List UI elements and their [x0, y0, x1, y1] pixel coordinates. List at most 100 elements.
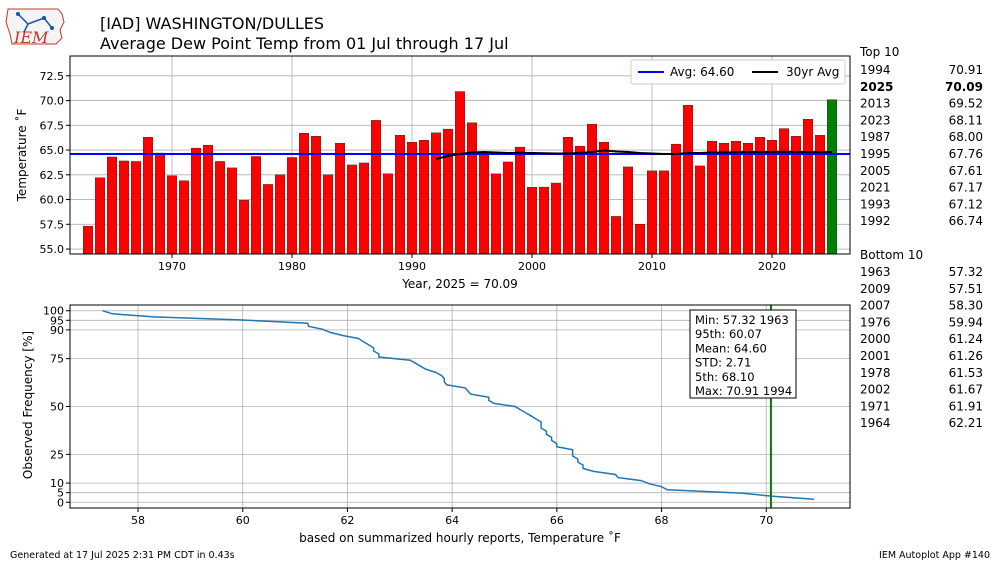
bar-1979	[275, 174, 285, 255]
legend-box	[630, 59, 846, 85]
bar-2005	[587, 124, 597, 255]
bar-2025	[827, 99, 837, 255]
top-rank-value: 67.12	[949, 197, 983, 211]
top-rank-year: 1995	[860, 147, 891, 161]
y-tick-label: 100	[43, 305, 64, 318]
frequency-line	[102, 309, 814, 500]
bar-2015	[707, 140, 717, 255]
stats-line: 95th: 60.07	[695, 327, 762, 341]
generated-footer: Generated at 17 Jul 2025 2:31 PM CDT in …	[10, 550, 235, 561]
top-rank-value: 66.74	[949, 214, 983, 228]
y-tick-label: 57.5	[40, 218, 65, 231]
bar-1966	[119, 160, 129, 255]
x-tick-label: 2020	[758, 260, 786, 273]
bar-1965	[107, 156, 117, 255]
top-rank-value: 67.61	[949, 164, 983, 178]
bar-1970	[167, 175, 177, 255]
y-tick-label: 10	[50, 477, 64, 490]
bar-2007	[611, 216, 621, 255]
bottom-rank-value: 57.32	[949, 265, 983, 279]
bar-1980	[287, 157, 297, 255]
x-tick-label: 1990	[398, 260, 426, 273]
top-rank-year: 1993	[860, 197, 891, 211]
bottom-rank-value: 61.91	[949, 399, 983, 413]
bottom-10-title: Bottom 10	[860, 248, 923, 262]
bar-1974	[215, 161, 225, 255]
bar-2012	[671, 143, 681, 255]
bar-1983	[323, 174, 333, 255]
bar-2001	[539, 186, 549, 255]
rankings-panel: Top 10 Bottom 10 1994 70.91 2025 70.09 2013 6…	[859, 45, 983, 430]
bar-chart-x-ticks: 1970 1980 1990 2000 2010 2020	[158, 254, 786, 273]
y-tick-label: 90	[50, 324, 64, 337]
network-icon	[17, 13, 53, 33]
bottom-rank-year: 1964	[860, 416, 891, 430]
x-tick-label: 62	[340, 514, 354, 527]
bar-2018	[743, 142, 753, 255]
stats-box-frame	[689, 309, 797, 399]
bar-1973	[203, 144, 213, 255]
top-rank-value: 67.76	[949, 147, 983, 161]
stats-line: STD: 2.71	[695, 356, 751, 370]
x-tick-label: 1980	[278, 260, 306, 273]
x-tick-label: 60	[236, 514, 250, 527]
bar-chart-legend: Avg: 64.60 30yr Avg	[630, 59, 846, 85]
bar-1991	[419, 139, 429, 255]
network-node-icon	[42, 16, 46, 20]
y-tick-label: 62.5	[40, 169, 65, 182]
bar-1988	[383, 173, 393, 255]
top-10-title: Top 10	[859, 45, 899, 59]
bottom-rank-year: 2001	[860, 349, 891, 363]
top-rank-year: 2023	[860, 113, 891, 127]
bar-2017	[731, 140, 741, 255]
bar-chart-frame	[69, 55, 851, 255]
bar-1978	[263, 184, 273, 255]
x-tick-label: 66	[550, 514, 564, 527]
bottom-rank-year: 2007	[860, 299, 891, 313]
bar-1977	[251, 156, 261, 255]
top-rank-value: 68.00	[949, 130, 983, 144]
bar-1967	[131, 161, 141, 255]
top-rank-year: 1992	[860, 214, 891, 228]
bar-2002	[551, 182, 561, 255]
top-rank-year: 1994	[860, 63, 891, 77]
stats-line: Min: 57.32 1963	[695, 313, 789, 327]
bar-2006	[599, 141, 609, 255]
bar-2020	[767, 139, 777, 255]
top-rank-value: 67.17	[949, 181, 983, 195]
bar-chart-bars	[83, 91, 837, 255]
stats-line: Mean: 64.60	[695, 341, 767, 355]
y-tick-label: 75	[50, 353, 64, 366]
top-rank-year: 2013	[860, 97, 891, 111]
x-tick-label: 1970	[158, 260, 186, 273]
stats-line: Max: 70.91 1994	[695, 384, 792, 398]
bar-1975	[227, 167, 237, 255]
x-tick-label: 2000	[518, 260, 546, 273]
bottom-rank-year: 2000	[860, 332, 891, 346]
top-rank-value: 69.52	[949, 97, 983, 111]
legend-30yr-label: 30yr Avg	[786, 65, 839, 79]
bar-2014	[695, 165, 705, 255]
bar-2023	[803, 119, 813, 255]
top-rank-year: 1987	[860, 130, 891, 144]
top-rank-value: 68.11	[949, 113, 983, 127]
bar-1976	[239, 199, 249, 255]
station-title: [IAD] WASHINGTON/DULLES	[100, 14, 324, 33]
y-tick-label: 5	[57, 487, 64, 500]
bar-2013	[683, 105, 693, 255]
bar-1990	[407, 141, 417, 255]
bar-1997	[491, 173, 501, 255]
bar-1969	[155, 152, 165, 255]
y-tick-label: 95	[50, 314, 64, 327]
bar-chart-y-ticks: 55.0 57.5 60.0 62.5 65.0 67.5 70.0 72.5	[40, 70, 70, 256]
bottom-rank-value: 59.94	[949, 315, 983, 329]
bar-1995	[467, 122, 477, 255]
x-tick-label: 64	[445, 514, 459, 527]
bottom-rank-year: 1978	[860, 366, 891, 380]
y-tick-label: 72.5	[40, 70, 65, 83]
frequency-chart-y-label: Observed Frequency [%]	[21, 331, 35, 479]
bottom-rank-year: 1971	[860, 399, 891, 413]
